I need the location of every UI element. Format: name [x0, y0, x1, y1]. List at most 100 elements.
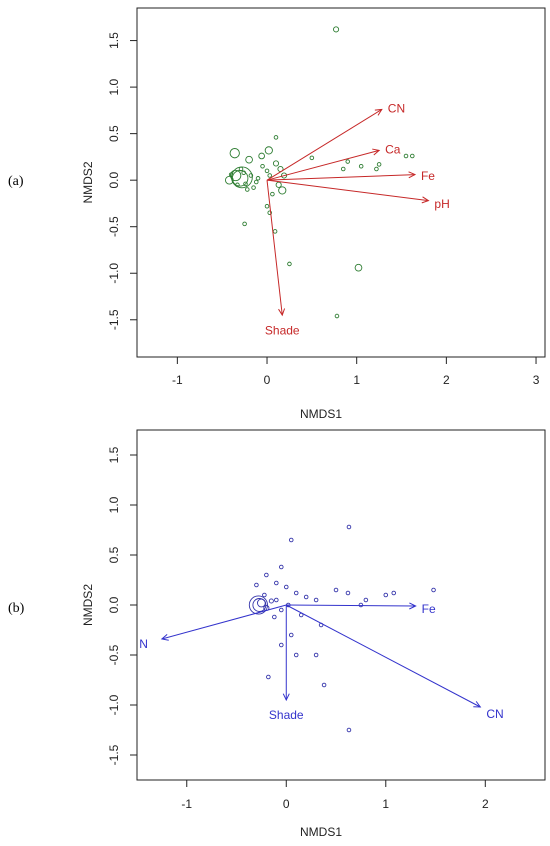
- x-tick-label: 2: [482, 797, 489, 811]
- vector-arrowhead: [278, 308, 286, 317]
- data-point: [287, 261, 292, 267]
- data-point: [264, 572, 269, 578]
- data-point: [253, 179, 259, 185]
- data-point: [358, 163, 364, 169]
- x-tick-label: 3: [533, 373, 540, 387]
- panel-label: (a): [8, 174, 24, 189]
- vector-label-cn: CN: [388, 102, 405, 116]
- data-point: [288, 537, 294, 543]
- data-point: [228, 172, 234, 177]
- data-point: [275, 181, 282, 188]
- x-tick-label: 1: [382, 797, 389, 811]
- data-point: [431, 587, 436, 593]
- x-tick-label: -1: [172, 373, 183, 387]
- data-point: [288, 632, 294, 638]
- vector-arrowhead: [408, 171, 417, 179]
- data-point: [264, 146, 273, 155]
- data-point: [225, 175, 234, 185]
- y-tick-label: 0.0: [107, 172, 121, 189]
- data-point: [346, 524, 352, 530]
- data-point: [279, 564, 284, 570]
- x-axis-title: NMDS1: [300, 407, 342, 421]
- data-point: [245, 187, 250, 192]
- vector-ca: [266, 149, 380, 181]
- data-point: [383, 592, 389, 598]
- y-tick-label: -1.5: [107, 309, 121, 330]
- data-point: [242, 221, 247, 227]
- vector-label-fe: Fe: [421, 169, 435, 183]
- data-point: [376, 162, 382, 167]
- data-point: [363, 597, 369, 603]
- data-point: [340, 166, 346, 172]
- data-point: [272, 160, 280, 167]
- chart-panel-a: (a) -1 0 1 2 3 -1.5 -1.0 -0.5 0.0 0.5 1.0 1.5 NMDS1 NM…: [8, 7, 546, 421]
- chart-panel-b: (b) -1 0 1 2 -1.5 -1.0 -0.5 0.0 0.5 1.0 1.5 NMDS1 NMD…: [8, 429, 546, 839]
- data-point: [293, 652, 299, 658]
- data-point: [264, 203, 270, 209]
- y-tick-label: 0.5: [107, 125, 121, 142]
- data-point: [257, 598, 266, 608]
- data-point: [268, 598, 274, 604]
- vector-arrowhead: [473, 701, 482, 708]
- x-tick-label: 1: [353, 373, 360, 387]
- y-tick-label: -0.5: [107, 644, 121, 665]
- vector-arrowhead: [282, 693, 290, 702]
- data-point: [267, 210, 272, 216]
- data-point: [333, 587, 339, 593]
- vector-label-shade: Shade: [265, 323, 300, 337]
- data-point: [255, 176, 261, 181]
- data-point: [374, 166, 379, 172]
- data-point: [274, 580, 279, 586]
- y-tick-label: -1.0: [107, 263, 121, 284]
- data-point: [321, 682, 327, 688]
- data-point: [260, 163, 265, 169]
- vector-arrowhead: [374, 108, 383, 116]
- data-point: [279, 607, 284, 613]
- data-point: [245, 155, 253, 164]
- vector-label-ca: Ca: [385, 143, 401, 157]
- data-point: [345, 159, 350, 164]
- y-axis-title: NMDS2: [81, 161, 95, 203]
- data-point: [248, 595, 268, 615]
- y-tick-label: 0.0: [107, 596, 121, 613]
- y-tick-label: 1.0: [107, 496, 121, 513]
- data-point: [313, 597, 319, 603]
- y-tick-label: -1.5: [107, 744, 121, 765]
- vector-arrowhead: [160, 634, 169, 641]
- x-tick-label: 0: [264, 373, 271, 387]
- data-point: [279, 642, 284, 648]
- data-point: [266, 674, 271, 680]
- data-point: [238, 166, 244, 172]
- data-point: [258, 152, 265, 160]
- data-point: [303, 594, 309, 600]
- vector-cn: [286, 604, 481, 708]
- vector-n: [161, 604, 287, 640]
- x-tick-label: 2: [443, 373, 450, 387]
- vector-arrowhead: [409, 602, 417, 610]
- data-point: [274, 597, 279, 603]
- y-tick-label: -1.0: [107, 694, 121, 715]
- data-point: [278, 186, 287, 195]
- data-point: [346, 727, 352, 733]
- y-tick-label: 1.0: [107, 78, 121, 95]
- y-tick-label: 1.5: [107, 446, 121, 463]
- vector-label-n: N: [139, 637, 148, 651]
- data-point: [345, 590, 351, 596]
- data-point: [267, 173, 272, 178]
- data-point: [313, 652, 319, 658]
- data-point: [272, 229, 278, 234]
- x-tick-label: 0: [283, 797, 290, 811]
- panel-label: (b): [8, 601, 25, 616]
- x-axis-title: NMDS1: [300, 825, 342, 839]
- vector-shade: [266, 180, 283, 316]
- vector-label-shade: Shade: [269, 708, 304, 722]
- data-point: [403, 153, 409, 159]
- y-tick-label: 0.5: [107, 546, 121, 563]
- data-point: [262, 592, 267, 598]
- data-point: [264, 168, 270, 174]
- data-point: [272, 614, 277, 620]
- data-point: [283, 584, 289, 590]
- vector-ph: [266, 179, 429, 202]
- y-axis-title: NMDS2: [81, 584, 95, 626]
